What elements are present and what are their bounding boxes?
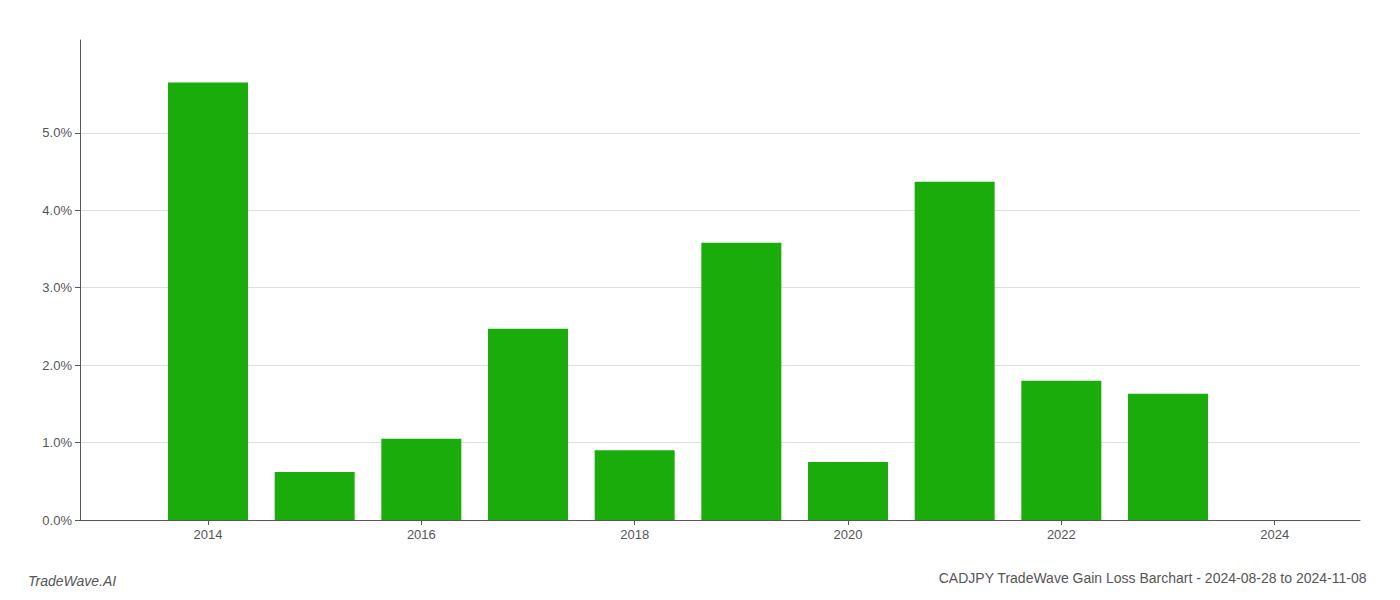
svg-text:1.0%: 1.0% [42, 435, 72, 450]
svg-text:2020: 2020 [834, 527, 863, 542]
svg-text:2.0%: 2.0% [42, 358, 72, 373]
svg-text:4.0%: 4.0% [42, 203, 72, 218]
svg-text:2018: 2018 [620, 527, 649, 542]
svg-text:3.0%: 3.0% [42, 280, 72, 295]
svg-text:5.0%: 5.0% [42, 125, 72, 140]
svg-text:0.0%: 0.0% [42, 513, 72, 528]
svg-text:2014: 2014 [194, 527, 223, 542]
svg-text:CADJPY TradeWave Gain Loss Bar: CADJPY TradeWave Gain Loss Barchart - 20… [939, 570, 1367, 586]
svg-text:2016: 2016 [407, 527, 436, 542]
svg-text:2024: 2024 [1260, 527, 1289, 542]
svg-text:TradeWave.AI: TradeWave.AI [28, 573, 116, 589]
svg-text:2022: 2022 [1047, 527, 1076, 542]
